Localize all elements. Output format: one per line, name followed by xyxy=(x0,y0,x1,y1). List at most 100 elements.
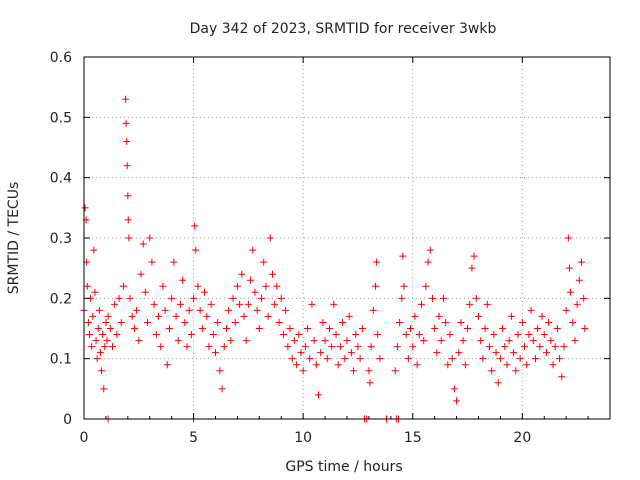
data-point xyxy=(336,343,344,351)
data-point xyxy=(231,318,239,326)
data-point xyxy=(334,361,342,369)
data-point xyxy=(529,337,537,345)
data-point xyxy=(455,349,463,357)
data-point xyxy=(83,282,91,290)
data-point xyxy=(402,331,410,339)
data-point xyxy=(240,312,248,320)
data-point xyxy=(431,325,439,332)
data-point xyxy=(165,325,173,332)
data-point xyxy=(558,373,566,381)
data-point xyxy=(170,258,178,266)
data-point xyxy=(220,343,228,351)
data-point xyxy=(148,258,156,266)
data-point xyxy=(277,294,285,302)
data-point xyxy=(244,300,252,308)
data-point xyxy=(492,349,500,357)
data-point xyxy=(163,361,171,369)
data-point xyxy=(135,337,143,345)
data-point xyxy=(98,367,106,375)
data-point xyxy=(137,270,145,278)
data-point xyxy=(102,318,110,326)
y-tick-label: 0 xyxy=(63,412,72,428)
data-point xyxy=(472,294,480,302)
x-axis-label: GPS time / hours xyxy=(285,459,402,475)
data-point xyxy=(299,367,307,375)
data-point xyxy=(367,343,375,351)
data-point xyxy=(185,306,193,314)
data-point xyxy=(418,300,426,308)
data-point xyxy=(437,337,445,345)
data-point xyxy=(477,337,485,345)
data-point xyxy=(93,355,101,363)
data-point xyxy=(84,318,92,326)
data-point xyxy=(183,343,191,351)
data-point xyxy=(203,312,211,320)
data-point xyxy=(556,355,564,363)
data-point xyxy=(461,361,469,369)
data-point xyxy=(400,282,408,290)
data-point xyxy=(262,282,270,290)
data-point xyxy=(101,343,109,351)
data-point xyxy=(317,349,325,357)
data-point xyxy=(301,343,309,351)
data-point xyxy=(531,355,539,363)
data-point xyxy=(514,331,522,339)
data-point xyxy=(439,294,447,302)
data-point xyxy=(106,325,114,332)
data-point xyxy=(117,318,125,326)
data-point xyxy=(144,318,152,326)
data-point xyxy=(356,355,364,363)
data-point xyxy=(581,325,589,332)
data-point xyxy=(396,318,404,326)
data-point xyxy=(157,343,165,351)
data-point xyxy=(444,361,452,369)
data-point xyxy=(501,343,509,351)
data-point xyxy=(404,355,412,363)
axis-ticks xyxy=(83,56,610,420)
data-point xyxy=(525,331,533,339)
data-point xyxy=(255,325,263,332)
data-point xyxy=(352,331,360,339)
data-point xyxy=(580,294,588,302)
data-point xyxy=(545,318,553,326)
data-point xyxy=(225,306,233,314)
data-point xyxy=(523,361,531,369)
data-point xyxy=(569,318,577,326)
data-point xyxy=(420,337,428,345)
data-point xyxy=(464,325,472,332)
data-point xyxy=(115,294,123,302)
data-point xyxy=(341,355,349,363)
data-point xyxy=(411,312,419,320)
x-tick-label: 10 xyxy=(294,430,312,446)
data-point xyxy=(567,288,575,296)
data-point xyxy=(85,331,93,339)
data-point xyxy=(247,276,255,284)
data-point xyxy=(319,318,327,326)
data-point xyxy=(108,343,116,351)
data-point xyxy=(141,288,149,296)
data-point xyxy=(339,318,347,326)
data-point xyxy=(312,361,320,369)
data-point xyxy=(448,355,456,363)
data-point xyxy=(415,331,423,339)
data-point xyxy=(575,276,583,284)
data-point xyxy=(393,343,401,351)
data-point xyxy=(347,349,355,357)
data-point xyxy=(332,331,340,339)
data-point xyxy=(369,306,377,314)
data-point xyxy=(540,331,548,339)
data-point xyxy=(521,343,529,351)
data-point xyxy=(345,312,353,320)
y-tick-label: 0.3 xyxy=(50,231,72,247)
data-point xyxy=(308,300,316,308)
data-point xyxy=(398,294,406,302)
data-point xyxy=(542,349,550,357)
data-point xyxy=(286,325,294,332)
data-point xyxy=(172,312,180,320)
data-point xyxy=(426,246,434,254)
data-point xyxy=(547,337,555,345)
data-point xyxy=(150,300,158,308)
data-point xyxy=(466,300,474,308)
data-point xyxy=(325,325,333,332)
data-point xyxy=(253,306,261,314)
